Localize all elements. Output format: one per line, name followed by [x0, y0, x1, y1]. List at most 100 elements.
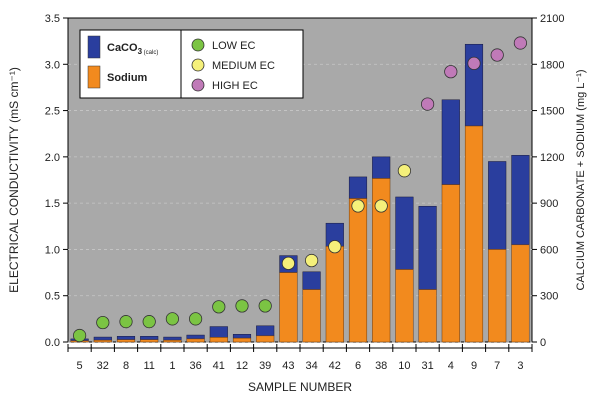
- bar-caco3: [418, 205, 437, 290]
- bar-caco3: [302, 271, 321, 290]
- bar-caco3: [348, 176, 368, 199]
- y-right-tick-label: 0: [540, 337, 546, 349]
- x-tick-label: 12: [236, 360, 248, 372]
- legend-marker-high: [191, 78, 205, 92]
- bar-caco3: [140, 336, 159, 340]
- x-tick-label: 43: [282, 360, 294, 372]
- ec-point-high: [467, 56, 481, 70]
- ec-point-low: [119, 315, 133, 329]
- bar-sodium: [279, 272, 298, 343]
- x-tick-label: 39: [259, 360, 271, 372]
- bar-caco3: [511, 155, 530, 246]
- ec-point-low: [212, 300, 226, 314]
- x-tick-label: 42: [329, 360, 341, 372]
- legend-swatch-sodium: [87, 65, 101, 89]
- legend-label-medium: MEDIUM EC: [212, 60, 275, 72]
- legend-marker-low: [191, 38, 205, 52]
- y-left-tick-label: 1.5: [45, 198, 60, 210]
- ec-point-low: [235, 299, 249, 313]
- y-left-axis-title: ELECTRICAL CONDUCTIVITY (mS cm⁻¹): [7, 67, 21, 293]
- bar-sodium: [209, 337, 228, 343]
- bar-sodium: [464, 125, 484, 343]
- bar-sodium: [140, 339, 159, 343]
- y-left-tick-label: 3.5: [45, 13, 60, 25]
- y-left-tick-label: 2.0: [45, 152, 60, 164]
- bar-sodium: [348, 198, 368, 343]
- ec-point-high: [490, 48, 504, 62]
- bar-sodium: [302, 289, 321, 343]
- legend-label-low: LOW EC: [212, 40, 255, 52]
- bar-sodium: [488, 249, 507, 343]
- ec-point-medium: [281, 256, 295, 270]
- bar-caco3: [186, 334, 205, 340]
- y-right-tick-label: 1800: [540, 59, 564, 71]
- ec-point-low: [165, 312, 179, 326]
- bar-caco3: [163, 336, 182, 341]
- bar-sodium: [186, 338, 205, 343]
- x-tick-label: 31: [421, 360, 433, 372]
- legend-marker-medium: [191, 58, 205, 72]
- bar-sodium: [325, 246, 344, 343]
- legend-box: [79, 29, 304, 99]
- bar-sodium: [395, 269, 414, 343]
- y-left-tick-label: 0.5: [45, 291, 60, 303]
- x-tick-label: 7: [494, 360, 500, 372]
- x-tick-label: 4: [448, 360, 454, 372]
- bar-caco3: [372, 156, 391, 179]
- legend-label-sodium: Sodium: [107, 72, 148, 84]
- bar-sodium: [163, 339, 182, 343]
- y-left-tick-label: 0.0: [45, 337, 60, 349]
- ec-point-low: [142, 315, 156, 329]
- x-axis-title: SAMPLE NUMBER: [248, 380, 352, 394]
- bar-sodium: [441, 184, 460, 343]
- ec-point-medium: [328, 240, 342, 254]
- y-right-tick-label: 300: [540, 291, 558, 303]
- bar-sodium: [232, 337, 252, 343]
- bar-caco3: [256, 325, 275, 337]
- x-tick-label: 9: [471, 360, 477, 372]
- y-right-tick-label: 1500: [540, 106, 564, 118]
- y-right-tick-label: 600: [540, 244, 558, 256]
- y-right-tick-label: 1200: [540, 152, 564, 164]
- x-tick-label: 10: [398, 360, 410, 372]
- ec-point-low: [73, 328, 87, 343]
- bar-sodium: [116, 339, 136, 343]
- bar-sodium: [511, 244, 530, 343]
- bar-sodium: [93, 339, 112, 343]
- bar-caco3: [209, 326, 228, 338]
- bar-caco3: [116, 336, 136, 340]
- bar-caco3: [464, 43, 484, 127]
- ec-point-high: [513, 36, 528, 50]
- x-tick-label: 11: [143, 360, 154, 372]
- legend-swatch-caco3: [87, 35, 101, 59]
- ec-point-high: [420, 97, 435, 111]
- legend-label-caco3: CaCO3 (calc): [107, 42, 158, 56]
- bar-sodium: [418, 289, 437, 343]
- bar-caco3: [395, 196, 414, 270]
- bar-caco3: [93, 336, 112, 341]
- legend-label-high: HIGH EC: [212, 80, 258, 92]
- x-tick-label: 32: [97, 360, 109, 372]
- bar-sodium: [372, 178, 391, 343]
- y-left-tick-label: 1.0: [45, 244, 60, 256]
- ec-point-high: [444, 65, 458, 79]
- x-tick-label: 8: [123, 360, 129, 372]
- ec-point-low: [258, 299, 272, 313]
- x-tick-label: 36: [189, 360, 201, 372]
- ec-point-medium: [397, 164, 411, 178]
- ec-point-medium: [374, 199, 388, 213]
- x-tick-label: 1: [169, 360, 175, 372]
- ec-point-low: [189, 312, 203, 326]
- y-right-tick-label: 2100: [540, 13, 564, 25]
- x-tick-label: 3: [517, 360, 523, 372]
- x-tick-label: 5: [77, 360, 83, 372]
- legend: CaCO3 (calc) Sodium LOW EC MEDIUM EC HIGH EC: [79, 29, 304, 99]
- ec-point-medium: [351, 199, 365, 213]
- x-tick-label: 38: [375, 360, 387, 372]
- x-tick-label: 34: [305, 360, 317, 372]
- y-left-tick-label: 2.5: [45, 106, 60, 118]
- x-tick-label: 41: [213, 360, 225, 372]
- bar-caco3: [488, 161, 507, 250]
